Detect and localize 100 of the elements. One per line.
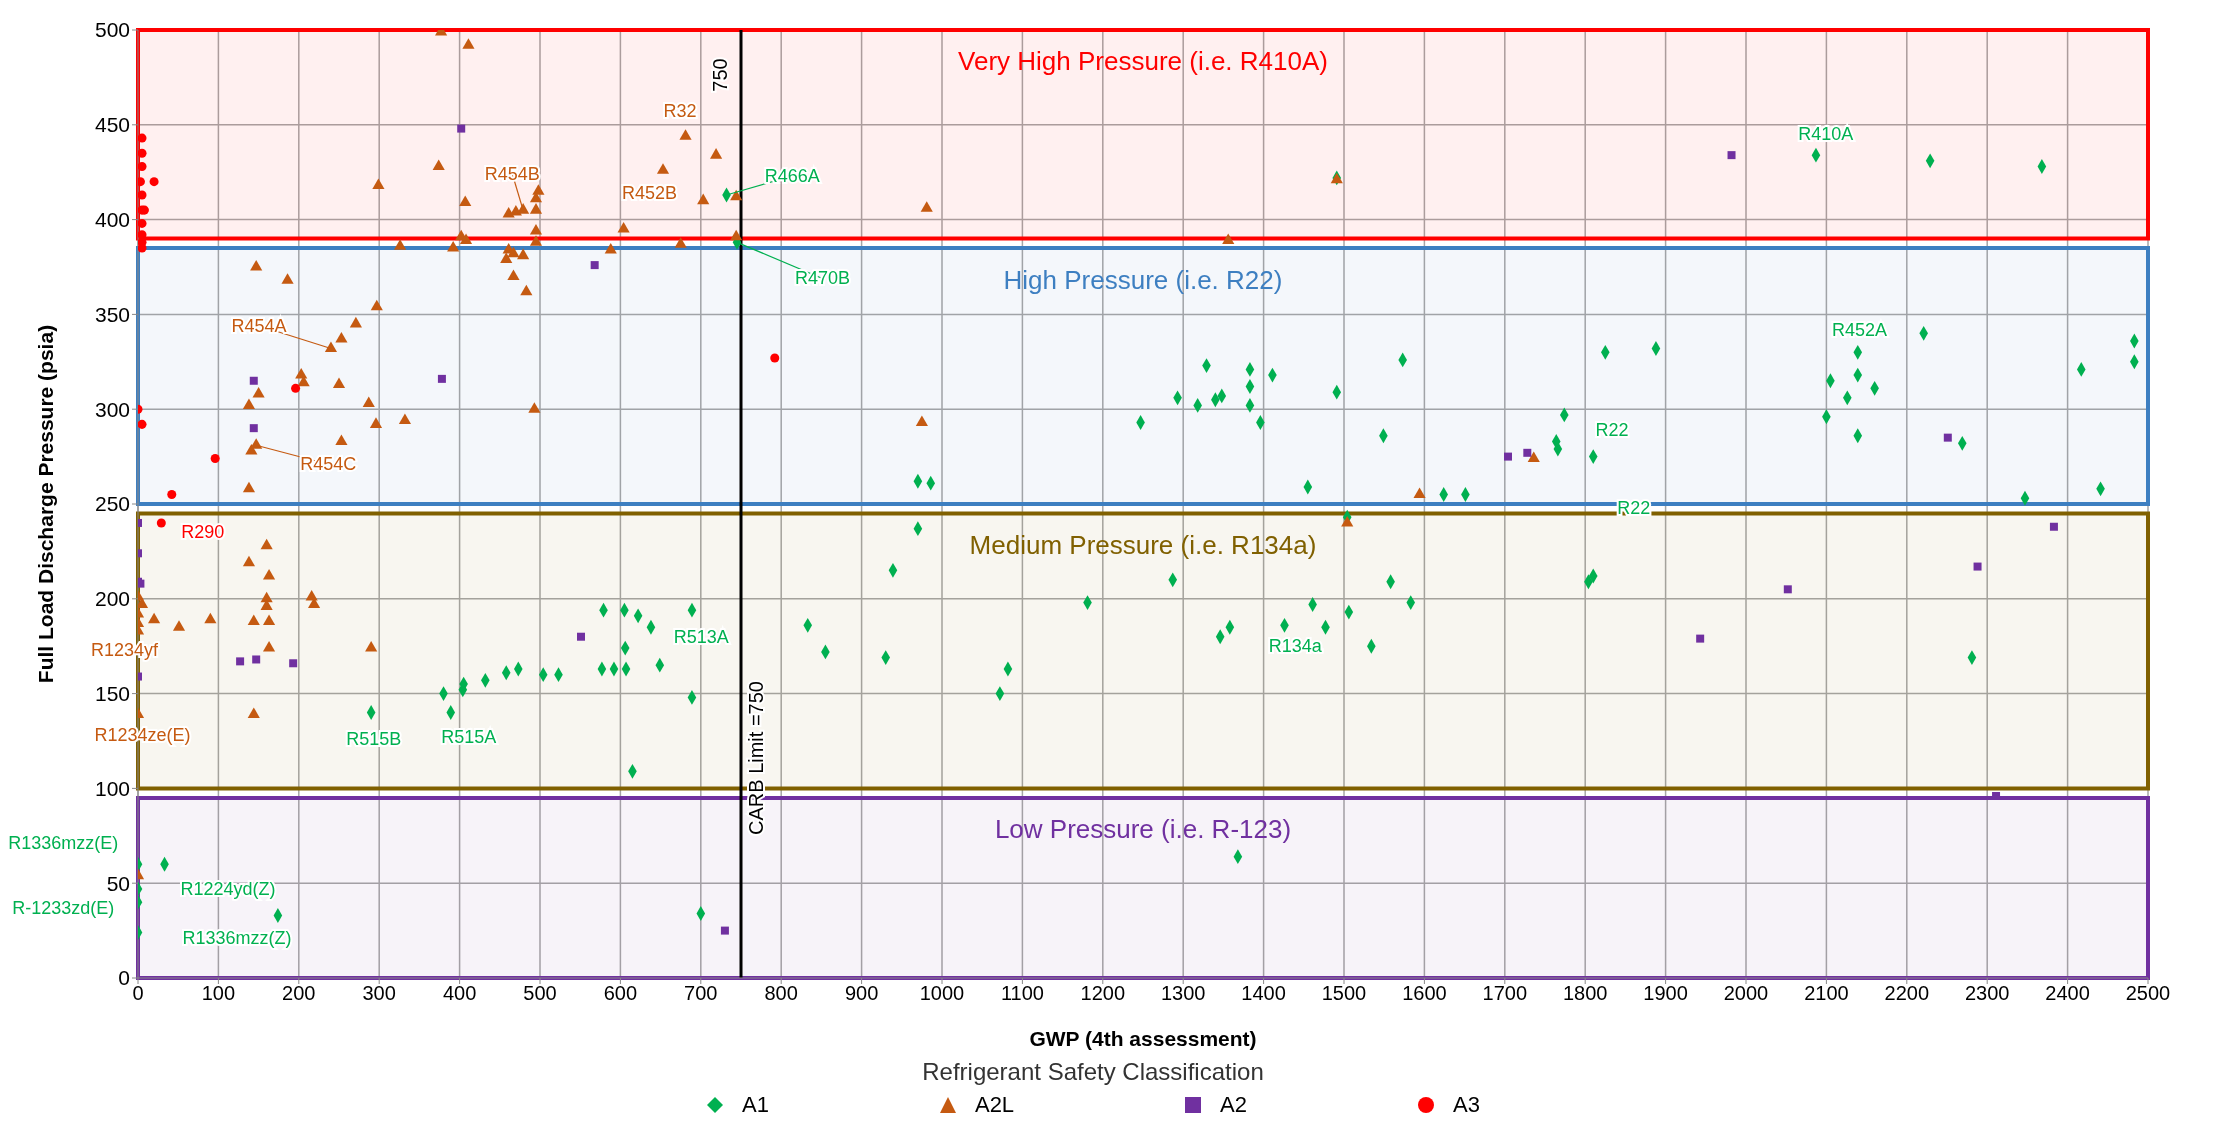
point (210, 453, 220, 463)
x-tick-label: 1900 (1643, 982, 1688, 1005)
x-tick-label: 2200 (1884, 982, 1930, 1005)
annotation: R1336mzz(E) (8, 833, 119, 854)
point (252, 655, 261, 664)
legend-title: Refrigerant Safety Classification (921, 1058, 1265, 1086)
annotation: R452B (621, 183, 678, 204)
band-label: High Pressure (i.e. R22) (1003, 264, 1283, 295)
annotation: R515A (441, 727, 497, 748)
ref-line-label: CARB Limit =750 (745, 681, 767, 835)
legend-label: A2 (1220, 1092, 1248, 1118)
x-tick-label: 2300 (1964, 982, 2010, 1005)
annotation: R410A (1798, 124, 1854, 145)
x-tick-label: 2400 (2045, 982, 2090, 1005)
x-tick-label: 1200 (1080, 982, 1126, 1005)
annotation: R452A (1832, 319, 1888, 340)
x-tick-label: 400 (442, 982, 477, 1005)
annotation: R470B (794, 268, 850, 289)
x-tick-label: 600 (603, 982, 638, 1005)
point (1523, 448, 1532, 457)
point (249, 376, 258, 385)
band-label: Low Pressure (i.e. R-123) (994, 814, 1292, 845)
point (138, 162, 147, 172)
point (577, 632, 585, 641)
point (138, 177, 145, 187)
y-tick-label: 400 (94, 208, 130, 232)
y-tick-label: 200 (94, 587, 130, 611)
point (167, 490, 177, 500)
x-tick-label: 1800 (1562, 982, 1608, 1005)
annotation: R454B (484, 164, 540, 185)
x-tick-label: 1600 (1402, 982, 1447, 1005)
x-tick-label: 1700 (1482, 982, 1528, 1005)
y-tick-label: 250 (94, 492, 130, 516)
annotation: R1224yd(Z) (180, 878, 276, 899)
x-tick-label: 2000 (1723, 982, 1769, 1005)
point (1504, 452, 1513, 461)
annotation: R454A (231, 315, 287, 336)
point (138, 190, 147, 200)
x-tick-label: 300 (362, 982, 396, 1005)
point (1943, 433, 1952, 442)
legend-label: A1 (742, 1092, 769, 1118)
point (149, 177, 159, 187)
x-tick-label: 1400 (1241, 982, 1286, 1005)
y-tick-label: 450 (94, 113, 130, 137)
x-tick-label: 200 (282, 982, 316, 1005)
point (1973, 562, 1982, 571)
point (236, 657, 245, 666)
x-tick-label: 1000 (919, 982, 965, 1005)
annotation: R466A (764, 165, 820, 186)
point (138, 218, 147, 228)
point (1727, 151, 1736, 160)
point (1696, 634, 1705, 643)
annotation: R513A (673, 626, 729, 647)
x-tick-label: 800 (764, 982, 798, 1005)
x-tick-label: 500 (523, 982, 557, 1005)
y-tick-label: 100 (94, 776, 130, 800)
point (291, 383, 301, 393)
annotation: R1336mzz(Z) (182, 928, 292, 949)
y-tick-label: 150 (94, 682, 130, 706)
annotation: R290 (181, 522, 225, 543)
band-label: Very High Pressure (i.e. R410A) (958, 46, 1328, 77)
point (249, 424, 258, 433)
x-axis-title: GWP (4th assessment) (1029, 1027, 1257, 1050)
annotation: 750 (709, 58, 731, 92)
annotation: R134a (1268, 636, 1323, 657)
x-tick-label: 900 (844, 982, 879, 1005)
y-axis-title: Full Load Discharge Pressure (psia) (34, 324, 58, 684)
point (289, 659, 298, 668)
annotation: R-1233zd(E) (12, 897, 115, 918)
annotation: R454C (300, 454, 357, 475)
point (720, 926, 729, 935)
y-tick-label: 300 (94, 397, 130, 421)
x-tick-label: 1300 (1160, 982, 1206, 1005)
annotation: R22 (1595, 420, 1629, 440)
y-tick-label: 350 (94, 302, 130, 326)
band-label: Medium Pressure (i.e. R134a) (969, 529, 1317, 560)
point (138, 133, 147, 143)
x-tick-label: 2500 (2125, 982, 2171, 1005)
point (437, 374, 446, 383)
x-tick-label: 700 (684, 982, 718, 1005)
y-tick-label: 500 (94, 18, 130, 42)
legend-label: A3 (1453, 1092, 1480, 1118)
point (590, 261, 599, 270)
point (156, 518, 166, 528)
x-tick-label: 2100 (1804, 982, 1849, 1005)
legend-label: A2L (974, 1092, 1015, 1118)
point (457, 124, 466, 133)
point (770, 353, 780, 363)
y-tick-label: 0 (118, 966, 130, 990)
x-tick-label: 100 (201, 982, 236, 1005)
point (138, 148, 147, 158)
x-tick-label: 1500 (1321, 982, 1367, 1005)
annotation: R32 (663, 101, 697, 122)
annotation: R515B (346, 729, 402, 750)
y-tick-label: 50 (106, 871, 130, 895)
x-tick-label: 1100 (1000, 982, 1044, 1005)
point (1783, 585, 1792, 594)
point (138, 419, 147, 429)
x-tick-label: 0 (132, 982, 144, 1005)
point (2049, 522, 2058, 531)
